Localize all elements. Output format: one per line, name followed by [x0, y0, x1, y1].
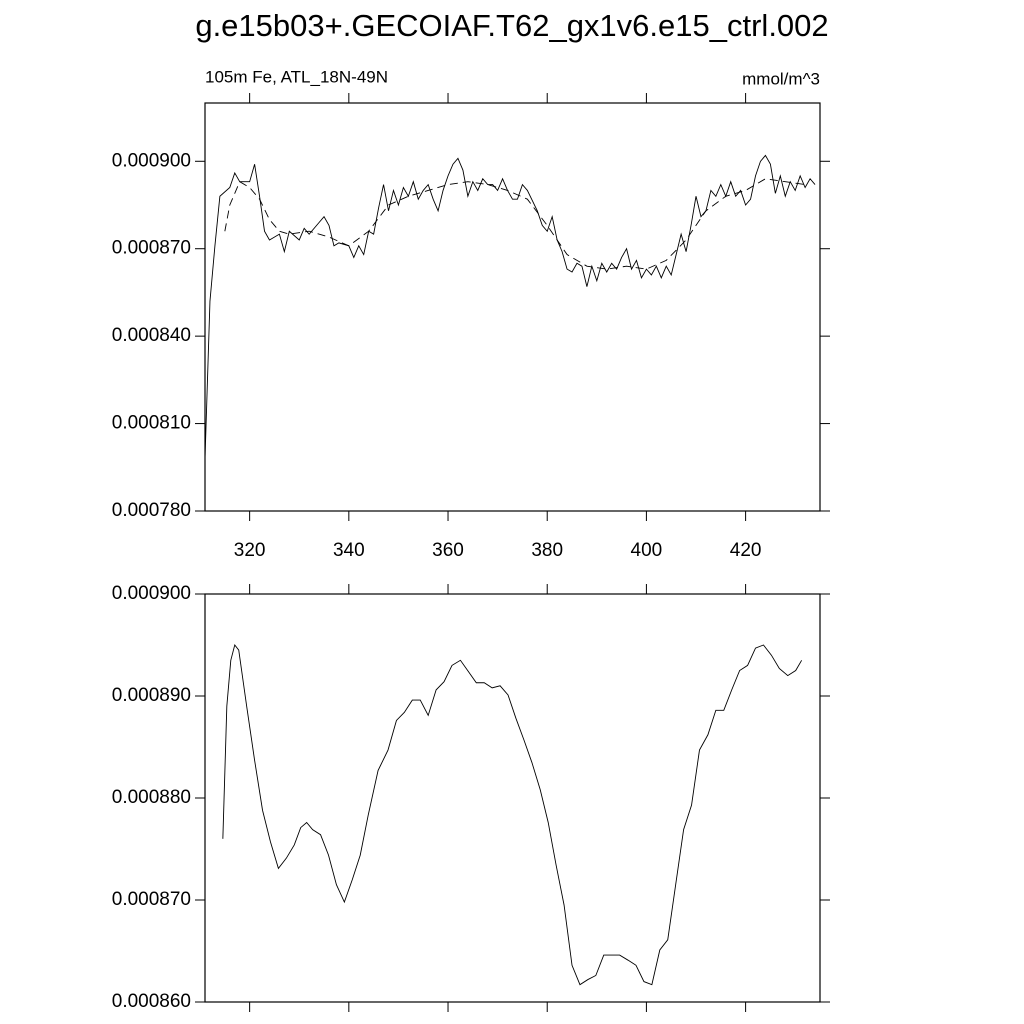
y-tick-label: 0.000900 [112, 583, 191, 604]
data-line [204, 154, 816, 459]
figure-title: g.e15b03+.GECOIAF.T62_gx1v6.e15_ctrl.002 [195, 8, 828, 43]
subtitle-left: 105m Fe, ATL_18N-49N [205, 67, 388, 86]
plot-frame [204, 593, 821, 1003]
y-tick-label: 0.000890 [112, 685, 191, 706]
x-tick-label: 320 [234, 540, 266, 561]
y-tick-label: 0.000870 [112, 238, 191, 259]
x-tick-label: 380 [531, 540, 563, 561]
x-tick-label: 360 [432, 540, 464, 561]
x-tick-label: 340 [333, 540, 365, 561]
y-tick-label: 0.000880 [112, 787, 191, 808]
y-tick-label: 0.000810 [112, 413, 191, 434]
x-tick-label: 400 [631, 540, 663, 561]
data-line [224, 178, 806, 270]
plot-frame [204, 102, 821, 512]
y-tick-label: 0.000900 [112, 150, 191, 171]
subtitle-right: mmol/m^3 [742, 69, 820, 88]
y-tick-label: 0.000870 [112, 889, 191, 910]
y-tick-label: 0.000860 [112, 991, 191, 1012]
data-line [222, 644, 803, 986]
y-tick-label: 0.000780 [112, 500, 191, 521]
x-tick-label: 420 [730, 540, 762, 561]
y-tick-label: 0.000840 [112, 325, 191, 346]
